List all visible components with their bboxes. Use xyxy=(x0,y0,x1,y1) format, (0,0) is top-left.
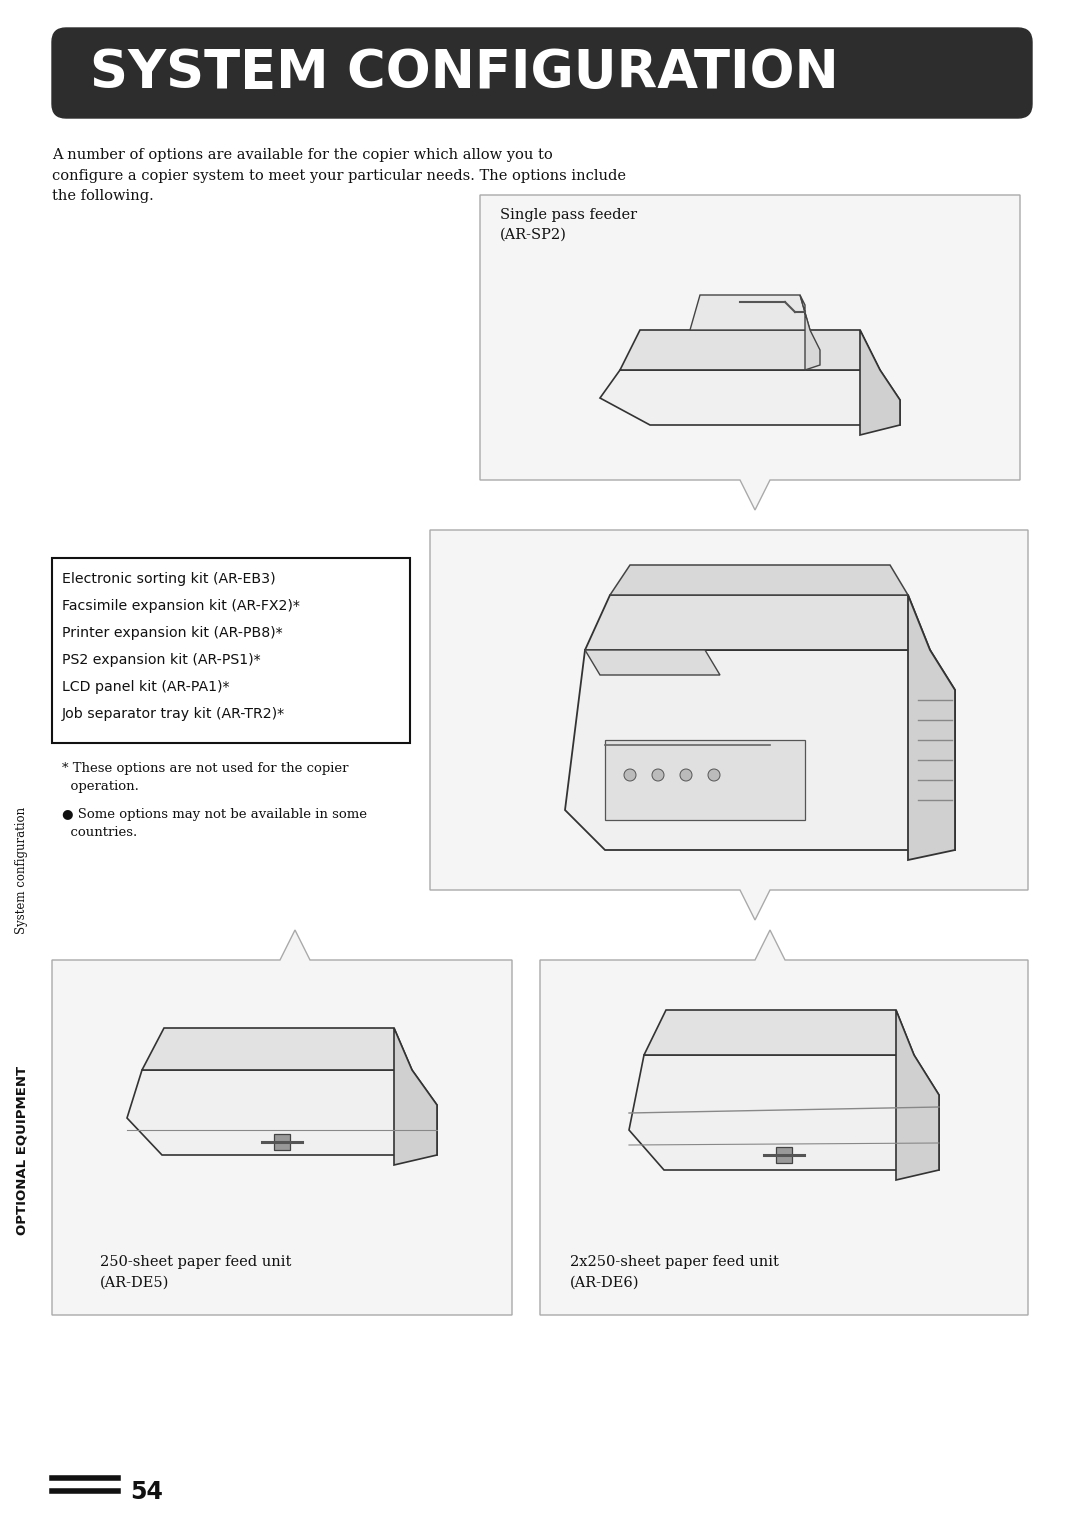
Polygon shape xyxy=(629,1054,939,1170)
Polygon shape xyxy=(620,330,880,370)
Bar xyxy=(52,558,410,743)
Circle shape xyxy=(680,769,692,781)
Polygon shape xyxy=(480,196,1020,510)
Text: Electronic sorting kit (AR-EB3): Electronic sorting kit (AR-EB3) xyxy=(62,571,275,587)
Polygon shape xyxy=(430,530,1028,920)
Text: A number of options are available for the copier which allow you to
configure a : A number of options are available for th… xyxy=(52,148,626,203)
Polygon shape xyxy=(908,594,955,860)
Polygon shape xyxy=(141,1028,411,1070)
Text: 54: 54 xyxy=(130,1481,163,1504)
Polygon shape xyxy=(585,594,930,649)
Polygon shape xyxy=(600,370,900,425)
Polygon shape xyxy=(127,1070,437,1155)
Polygon shape xyxy=(565,649,955,850)
Polygon shape xyxy=(52,931,512,1316)
Text: ● Some options may not be available in some
  countries.: ● Some options may not be available in s… xyxy=(62,808,367,839)
Text: SYSTEM CONFIGURATION: SYSTEM CONFIGURATION xyxy=(90,47,839,99)
Circle shape xyxy=(652,769,664,781)
Text: Job separator tray kit (AR-TR2)*: Job separator tray kit (AR-TR2)* xyxy=(62,707,285,721)
Text: Printer expansion kit (AR-PB8)*: Printer expansion kit (AR-PB8)* xyxy=(62,626,283,640)
Bar xyxy=(777,1148,792,1163)
Text: (AR-DE5): (AR-DE5) xyxy=(100,1276,170,1290)
Text: 2x250-sheet paper feed unit: 2x250-sheet paper feed unit xyxy=(570,1254,779,1268)
Circle shape xyxy=(708,769,720,781)
Polygon shape xyxy=(394,1028,437,1164)
FancyBboxPatch shape xyxy=(52,28,1032,118)
Polygon shape xyxy=(644,1010,914,1054)
Text: PS2 expansion kit (AR-PS1)*: PS2 expansion kit (AR-PS1)* xyxy=(62,652,260,668)
Text: (AR-DE6): (AR-DE6) xyxy=(570,1276,639,1290)
Bar xyxy=(274,1134,291,1151)
Text: 250-sheet paper feed unit: 250-sheet paper feed unit xyxy=(100,1254,292,1268)
Polygon shape xyxy=(896,1010,939,1180)
Text: * These options are not used for the copier
  operation.: * These options are not used for the cop… xyxy=(62,762,349,793)
Polygon shape xyxy=(610,565,908,594)
Polygon shape xyxy=(800,295,820,370)
Text: System configuration: System configuration xyxy=(15,807,28,934)
Polygon shape xyxy=(690,295,810,330)
Polygon shape xyxy=(540,931,1028,1316)
Text: Facsimile expansion kit (AR-FX2)*: Facsimile expansion kit (AR-FX2)* xyxy=(62,599,300,613)
Text: (AR-SP2): (AR-SP2) xyxy=(500,228,567,241)
Text: OPTIONAL EQUIPMENT: OPTIONAL EQUIPMENT xyxy=(15,1065,28,1235)
Circle shape xyxy=(624,769,636,781)
Polygon shape xyxy=(585,649,720,675)
Text: Single pass feeder: Single pass feeder xyxy=(500,208,637,222)
Bar xyxy=(605,740,805,821)
Text: LCD panel kit (AR-PA1)*: LCD panel kit (AR-PA1)* xyxy=(62,680,229,694)
Polygon shape xyxy=(860,330,900,435)
